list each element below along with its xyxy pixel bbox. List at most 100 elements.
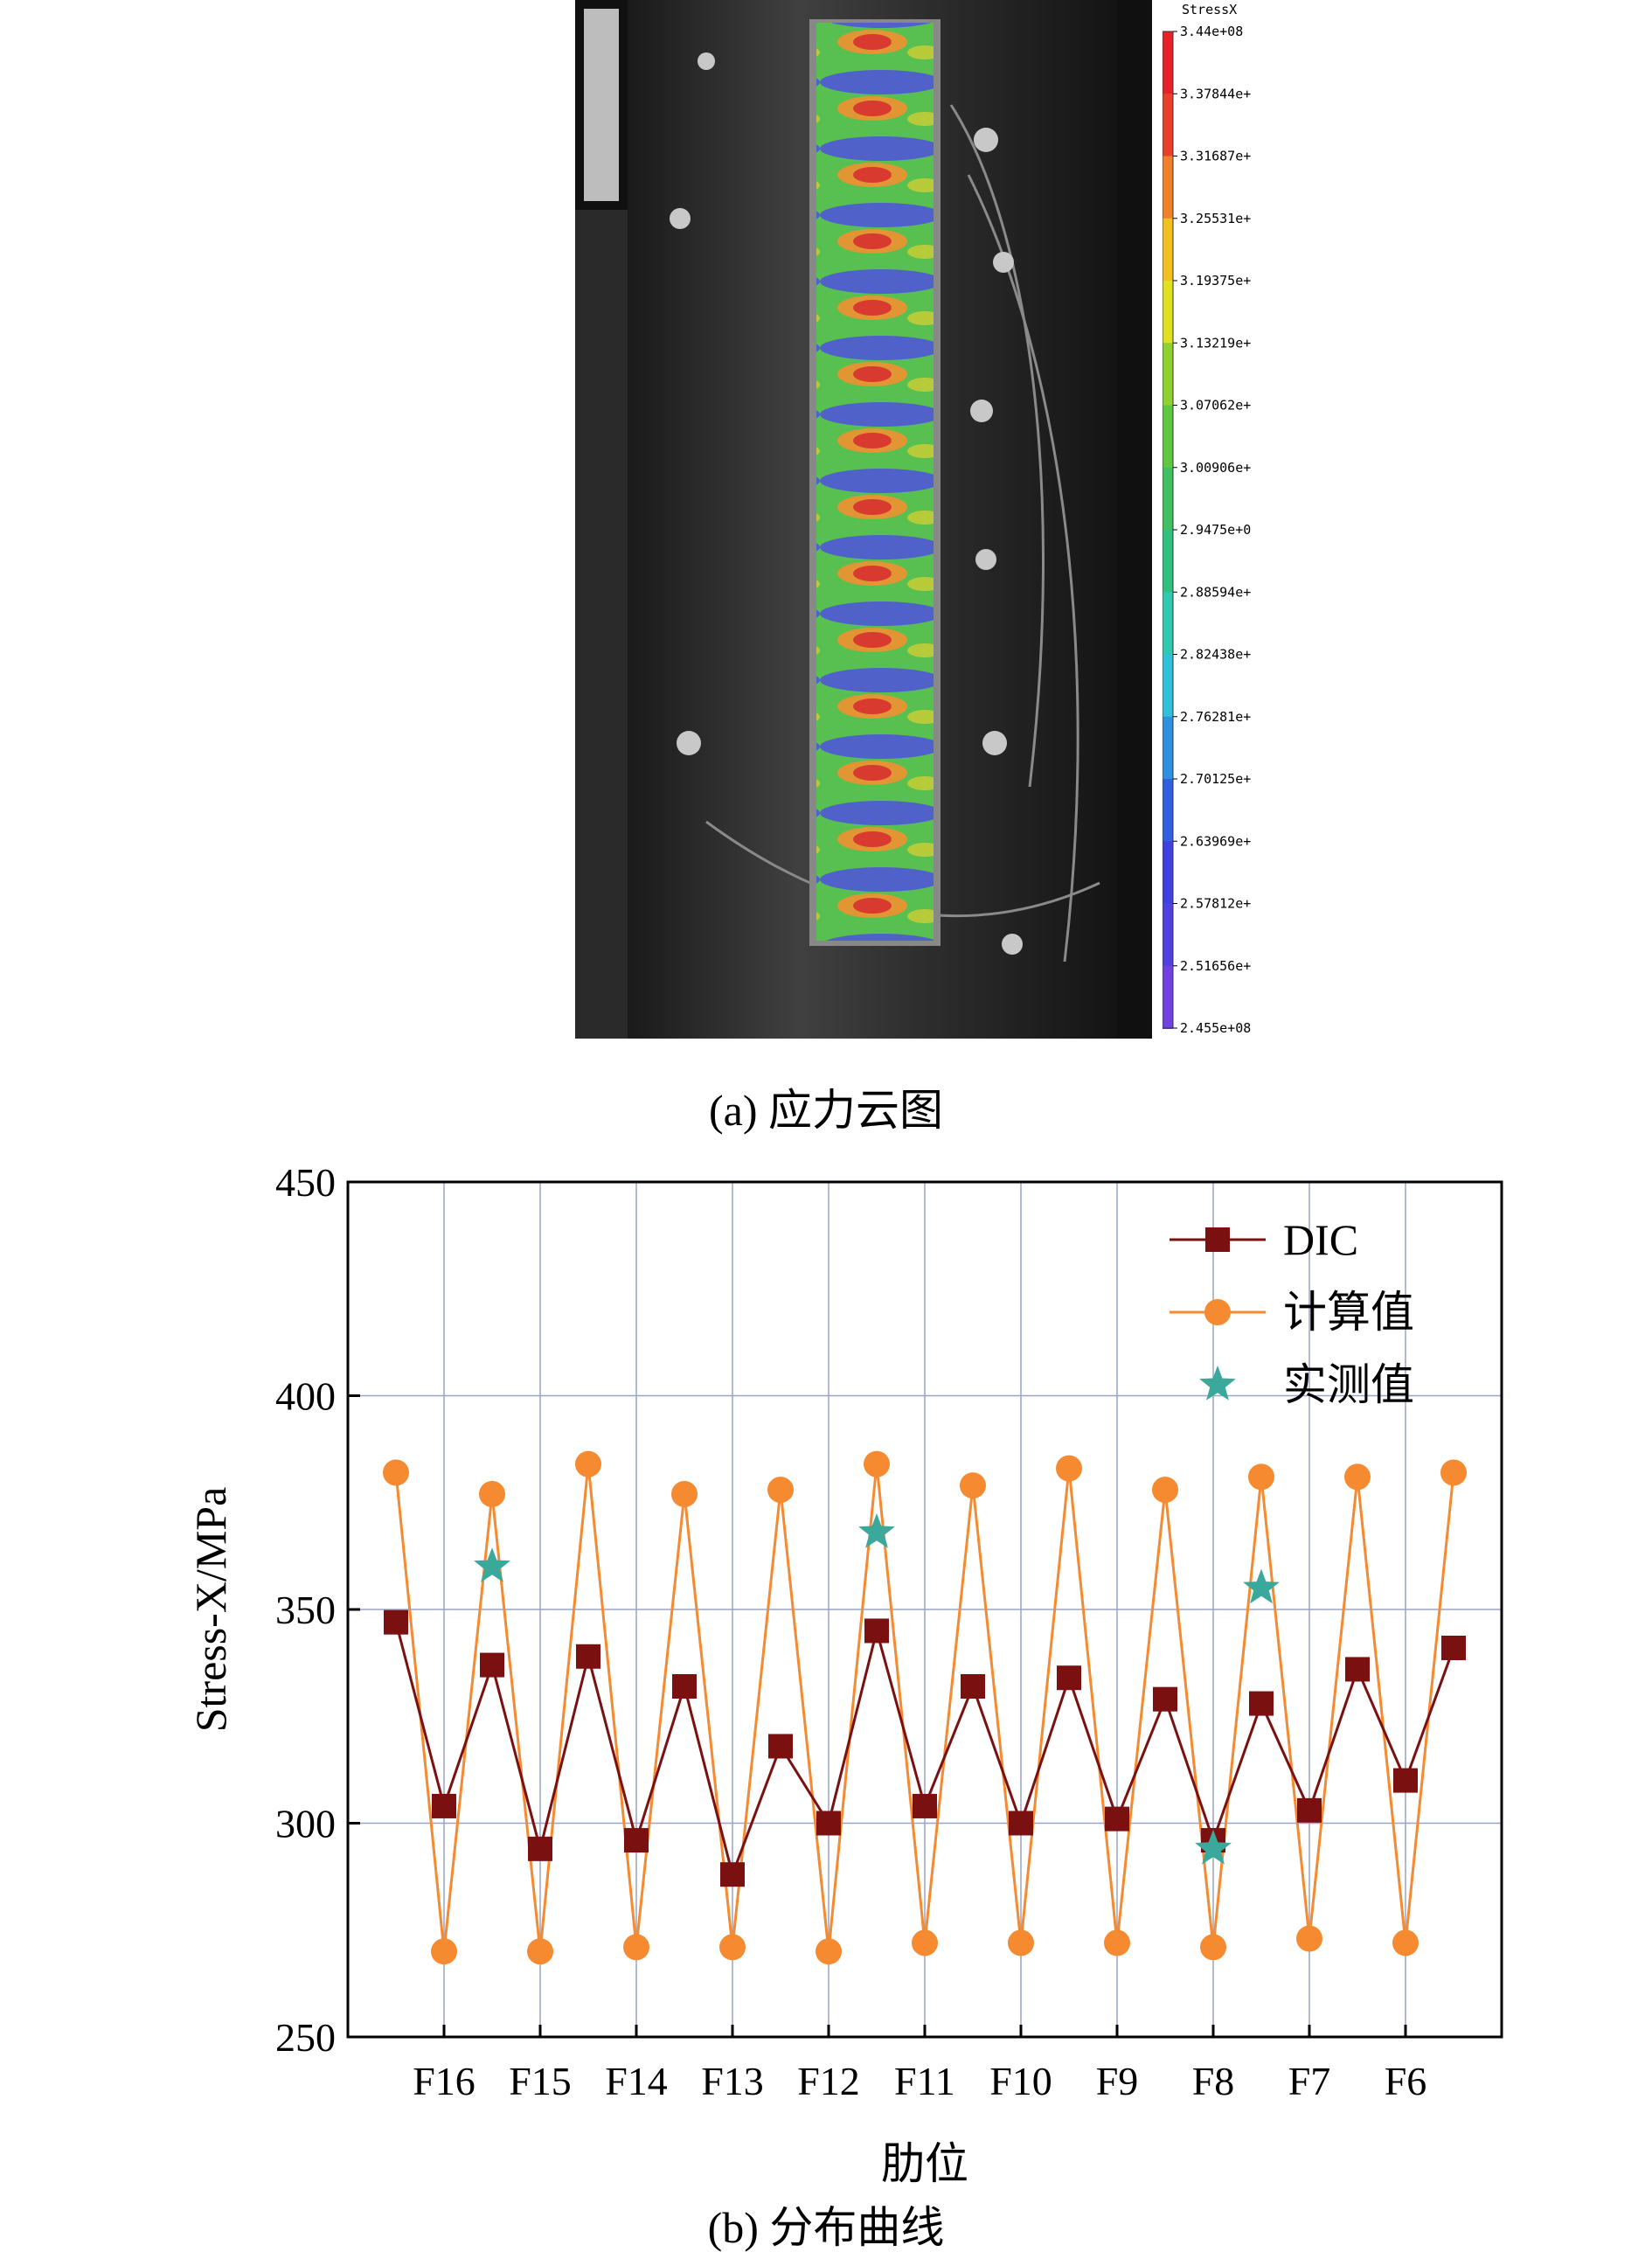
window-light: [584, 9, 619, 201]
x-axis-title: 肋位: [881, 2139, 968, 2186]
y-tick-label: 400: [275, 1374, 336, 1419]
caption-b: (b) 分布曲线: [707, 2203, 945, 2252]
caption-a: (a) 应力云图: [709, 1086, 943, 1135]
data-point: [474, 1547, 510, 1582]
colorbar-tick-label: 3.25531e+: [1180, 211, 1251, 226]
data-point: [576, 1644, 600, 1669]
x-tick-label: F14: [605, 2059, 668, 2103]
colorbar-tick-label: 2.70125e+: [1180, 771, 1251, 787]
data-point: [1296, 1925, 1322, 1952]
data-point: [1249, 1691, 1274, 1716]
colorbar-segment: [1163, 965, 1173, 1029]
colorbar-tick-label: 2.88594e+: [1180, 584, 1251, 600]
data-point: [719, 1934, 746, 1961]
data-point: [480, 1652, 504, 1678]
data-point: [960, 1472, 986, 1499]
data-point: [479, 1480, 505, 1507]
colorbar-tick-label: 2.9475e+0: [1180, 522, 1251, 538]
colorbar-title: StressX: [1182, 2, 1237, 17]
colorbar-tick-label: 3.44e+08: [1180, 24, 1243, 39]
x-tick-label: F16: [413, 2059, 475, 2103]
legend-label: 计算值: [1283, 1288, 1414, 1337]
data-point: [623, 1934, 649, 1961]
colorbar-segment: [1163, 156, 1173, 219]
dic-stress-field: [816, 23, 934, 941]
data-point: [383, 1459, 409, 1486]
legend-label: 实测值: [1283, 1360, 1414, 1409]
data-point: [767, 1477, 794, 1504]
x-tick-label: F9: [1096, 2059, 1139, 2103]
colorbar-segment: [1163, 467, 1173, 531]
data-point: [913, 1793, 937, 1818]
y-tick-label: 350: [275, 1588, 336, 1632]
x-tick-label: F10: [989, 2059, 1052, 2103]
colorbar-segment: [1163, 654, 1173, 718]
colorbar-tick-label: 2.76281e+: [1180, 709, 1251, 725]
colorbar-segment: [1163, 779, 1173, 843]
data-point: [1200, 1934, 1226, 1961]
x-tick-label: F15: [509, 2059, 572, 2103]
data-point: [864, 1618, 889, 1644]
data-point: [858, 1513, 895, 1548]
strain-gauges: [670, 52, 1023, 955]
y-tick-label: 250: [275, 2015, 336, 2060]
colorbar-segment: [1163, 94, 1173, 157]
x-tick-label: F8: [1192, 2059, 1235, 2103]
data-point: [528, 1836, 552, 1861]
x-tick-label: F7: [1288, 2059, 1331, 2103]
colorbar-tick-label: 2.82438e+: [1180, 647, 1251, 663]
data-point: [1105, 1806, 1129, 1832]
data-point: [432, 1793, 456, 1818]
y-axis-title: Stress-X/MPa: [186, 1487, 235, 1733]
data-point: [1392, 1929, 1419, 1957]
data-point: [1195, 1829, 1232, 1865]
y-tick-label: 450: [275, 1160, 336, 1205]
legend-marker: [1205, 1227, 1230, 1252]
data-point: [864, 1450, 890, 1477]
x-tick-label: F6: [1385, 2059, 1427, 2103]
stress-distribution-chart: 250 300 350 400 450 F16 F15 F14 F13 F12 F11 F10 F9 F8…: [186, 1160, 1503, 2186]
data-point: [1153, 1686, 1177, 1712]
colorbar-tick-label: 3.19375e+: [1180, 273, 1251, 288]
data-point: [768, 1734, 793, 1759]
data-point: [1393, 1768, 1418, 1793]
data-point: [1057, 1665, 1081, 1691]
data-point: [384, 1609, 408, 1635]
data-point: [1297, 1797, 1322, 1823]
colorbar-segment: [1163, 716, 1173, 780]
data-point: [816, 1938, 842, 1965]
colorbar-tick-label: 3.00906e+: [1180, 460, 1251, 476]
data-point: [720, 1862, 745, 1887]
data-point: [624, 1828, 649, 1853]
colorbar-tick-label: 3.07062e+: [1180, 398, 1251, 414]
data-point: [431, 1938, 457, 1965]
colorbar-segment: [1163, 31, 1173, 95]
left-equipment: [575, 210, 628, 1039]
data-point: [816, 1811, 841, 1836]
data-point: [1441, 1636, 1466, 1661]
data-point: [527, 1938, 553, 1965]
colorbar-segment: [1163, 592, 1173, 656]
colorbar-tick-label: 2.63969e+: [1180, 833, 1251, 849]
stress-colorbar: StressX 3.44e+08 3.37844e+ 3.31687e+ 3.25531…: [1163, 2, 1251, 1036]
colorbar-segment: [1163, 218, 1173, 282]
data-point: [1056, 1455, 1082, 1482]
legend-marker: [1199, 1366, 1236, 1401]
data-point: [1243, 1568, 1280, 1604]
series-1: [383, 1450, 1467, 1965]
contour-photo: [575, 0, 1152, 1039]
data-point: [671, 1480, 698, 1507]
colorbar-tick-label: 2.57812e+: [1180, 896, 1251, 912]
y-tick-label: 300: [275, 1802, 336, 1846]
data-point: [961, 1674, 985, 1699]
x-tick-label: F13: [701, 2059, 764, 2103]
legend-marker: [1204, 1299, 1231, 1325]
colorbar-tick-label: 2.51656e+: [1180, 958, 1251, 974]
data-point: [1104, 1929, 1130, 1957]
colorbar-segment: [1163, 281, 1173, 344]
colorbar-tick-label: 2.455e+08: [1180, 1020, 1251, 1036]
colorbar-segment: [1163, 841, 1173, 905]
data-point: [912, 1929, 938, 1957]
data-point: [575, 1450, 601, 1477]
